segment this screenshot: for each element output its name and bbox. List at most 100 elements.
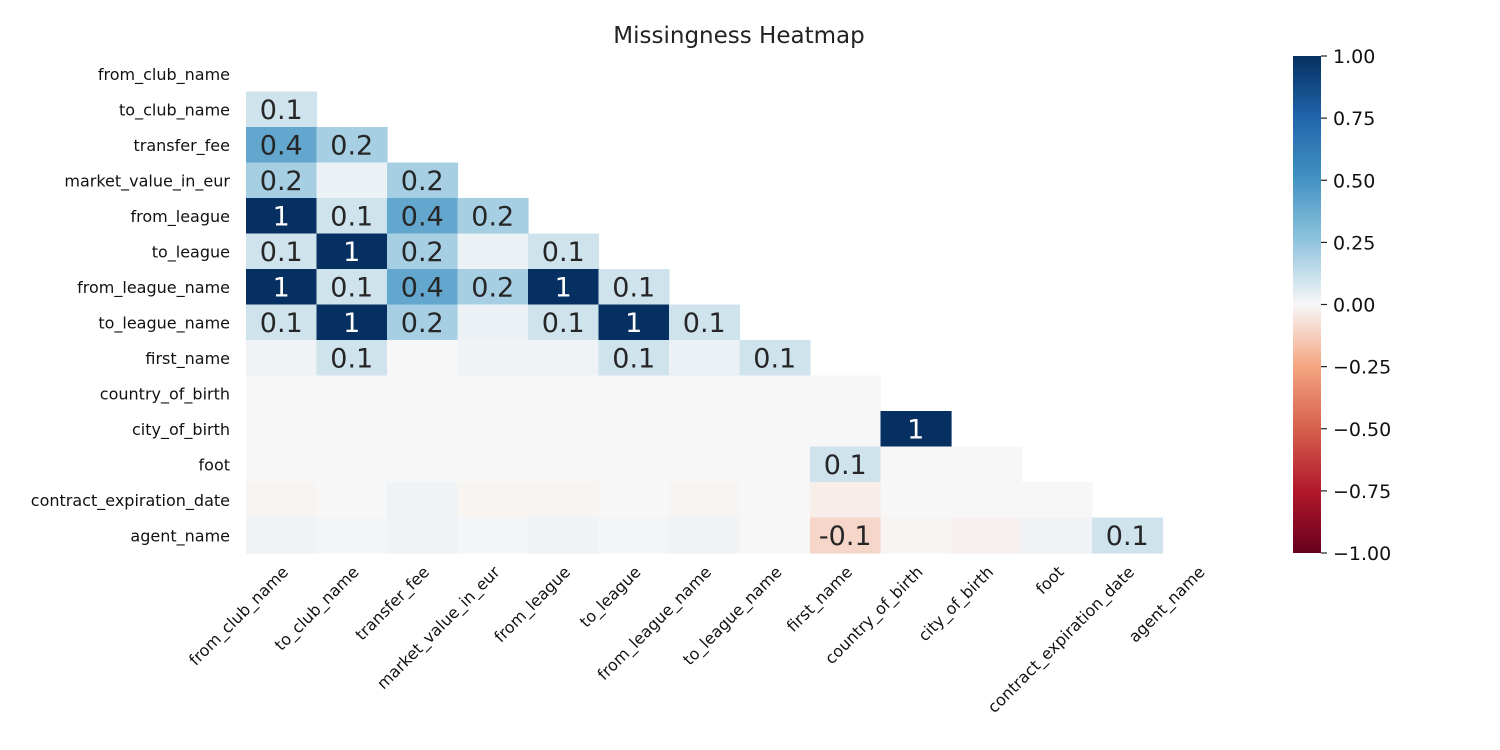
cell-value-label: 0.2 — [401, 237, 444, 268]
heatmap-cell — [316, 127, 388, 164]
row-tick-label: country_of_birth — [100, 384, 230, 404]
colorbar-tick-label: 0.00 — [1333, 295, 1375, 317]
row-tick-label: transfer_fee — [133, 136, 230, 156]
heatmap-cell — [246, 304, 318, 341]
row-tick-label: to_club_name — [119, 100, 230, 120]
cell-value-label: 0.4 — [401, 201, 444, 232]
heatmap-cell — [669, 411, 741, 448]
cell-value-label: 0.1 — [612, 343, 655, 374]
heatmap-cell — [951, 517, 1023, 554]
heatmap-cell — [246, 517, 318, 554]
column-tick-label: foot — [1032, 562, 1068, 598]
column-tick-labels: from_club_nameto_club_nametransfer_feema… — [185, 562, 1209, 717]
cell-value-label: 0.2 — [471, 201, 514, 232]
cell-value-label: 1 — [625, 308, 642, 339]
heatmap-cell — [669, 446, 741, 483]
row-tick-label: foot — [199, 455, 230, 474]
cell-value-label: 1 — [343, 308, 360, 339]
row-tick-label: contract_expiration_date — [31, 491, 230, 511]
heatmap-cell — [880, 446, 952, 483]
heatmap-cell — [246, 482, 318, 519]
row-tick-label: to_league — [152, 242, 230, 262]
heatmap-cell — [669, 482, 741, 519]
heatmap-cell — [387, 198, 459, 235]
heatmap-cell — [880, 517, 952, 554]
heatmap-cell — [316, 340, 388, 377]
heatmap-cell — [387, 304, 459, 341]
heatmap-cell — [387, 233, 459, 270]
column-tick-label: from_league — [490, 562, 574, 646]
heatmap-cell — [669, 517, 741, 554]
colorbar-ticks: 1.00 0.75 0.50 0.25 0.00 −0.25 −0.50 −0.75 −1.00 — [1321, 46, 1391, 565]
heatmap-cell — [457, 482, 529, 519]
colorbar-tick-label: −0.25 — [1333, 357, 1391, 379]
heatmap-cell — [387, 340, 459, 377]
heatmap-cell — [598, 517, 670, 554]
row-tick-label: city_of_birth — [132, 420, 230, 440]
heatmap-cell — [316, 233, 388, 270]
column-tick-label: first_name — [783, 562, 857, 636]
heatmap-cells: 0.1 0.4 0.2 0.2 0.2 1 0.1 0.4 0.2 0.1 1 0.2 0.1 1 0.1 0… — [246, 91, 1164, 554]
heatmap-cell — [387, 375, 459, 412]
cell-value-label: 0.1 — [683, 308, 726, 339]
heatmap-cell — [387, 446, 459, 483]
heatmap-cell — [316, 411, 388, 448]
heatmap-cell — [598, 304, 670, 341]
cell-value-label: -0.1 — [819, 521, 872, 552]
row-tick-label: from_league — [131, 207, 230, 227]
cell-value-label: 0.1 — [542, 308, 585, 339]
heatmap-cell — [528, 375, 600, 412]
heatmap-cell — [457, 198, 529, 235]
heatmap-cell — [387, 482, 459, 519]
cell-value-label: 1 — [907, 414, 924, 445]
heatmap-cell — [598, 269, 670, 306]
cell-value-label: 0.2 — [471, 272, 514, 303]
heatmap-cell — [598, 446, 670, 483]
cell-value-label: 0.2 — [401, 308, 444, 339]
heatmap-cell — [246, 91, 318, 128]
heatmap-cell — [951, 446, 1023, 483]
colorbar-tick-label: 0.50 — [1333, 170, 1375, 192]
colorbar-tick-label: 0.25 — [1333, 232, 1375, 254]
heatmap-cell — [316, 517, 388, 554]
heatmap-cell — [246, 446, 318, 483]
cell-value-label: 0.2 — [330, 130, 373, 161]
heatmap-cell — [810, 446, 882, 483]
heatmap-cell — [1092, 517, 1164, 554]
colorbar-tick-label: −1.00 — [1333, 543, 1391, 565]
heatmap-cell — [528, 304, 600, 341]
heatmap-cell — [316, 198, 388, 235]
colorbar-gradient — [1293, 56, 1321, 553]
heatmap-cell — [457, 304, 529, 341]
heatmap-cell — [810, 411, 882, 448]
cell-value-label: 0.1 — [824, 450, 867, 481]
heatmap-cell — [951, 482, 1023, 519]
row-tick-label: from_club_name — [98, 65, 230, 85]
heatmap-cell — [457, 411, 529, 448]
row-tick-label: agent_name — [130, 526, 230, 546]
cell-value-label: 1 — [343, 237, 360, 268]
heatmap-cell — [810, 482, 882, 519]
heatmap-cell — [669, 304, 741, 341]
cell-value-label: 0.1 — [330, 343, 373, 374]
heatmap-cell — [387, 517, 459, 554]
heatmap-cell — [669, 340, 741, 377]
heatmap-cell — [246, 340, 318, 377]
heatmap-cell — [528, 482, 600, 519]
colorbar-tick-label: 0.75 — [1333, 108, 1375, 130]
heatmap-cell — [528, 446, 600, 483]
cell-value-label: 0.1 — [1106, 521, 1149, 552]
column-tick-label: agent_name — [1125, 562, 1210, 647]
heatmap-cell — [246, 162, 318, 199]
cell-value-label: 0.4 — [401, 272, 444, 303]
colorbar-tick-label: 1.00 — [1333, 46, 1375, 68]
cell-value-label: 0.1 — [753, 343, 796, 374]
column-tick-label: city_of_birth — [914, 562, 997, 645]
heatmap-cell — [246, 198, 318, 235]
heatmap-cell — [457, 233, 529, 270]
heatmap-cell — [316, 162, 388, 199]
heatmap-cell — [880, 482, 952, 519]
cell-value-label: 1 — [555, 272, 572, 303]
heatmap-cell — [739, 446, 811, 483]
heatmap-cell — [387, 269, 459, 306]
